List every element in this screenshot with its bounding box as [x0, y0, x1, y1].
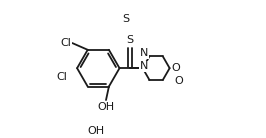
Text: OH: OH [97, 102, 115, 112]
Text: OH: OH [88, 126, 105, 136]
Text: O: O [172, 63, 180, 73]
Text: N: N [139, 61, 148, 71]
Text: S: S [127, 35, 134, 45]
Text: O: O [174, 76, 183, 86]
Text: Cl: Cl [60, 38, 71, 48]
Text: Cl: Cl [57, 72, 68, 82]
Text: N: N [139, 48, 148, 58]
Text: S: S [122, 14, 129, 24]
